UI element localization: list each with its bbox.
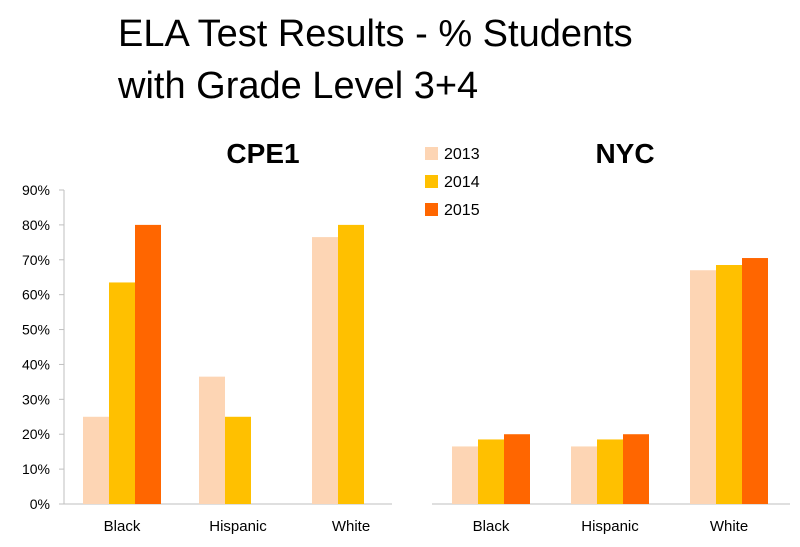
nyc-category-label-black: Black — [473, 518, 510, 535]
nyc-chart: Black Hispanic White — [432, 258, 790, 535]
cpe1-y-tick-label: 10% — [22, 461, 50, 477]
nyc-bar-black-2013 — [452, 446, 478, 504]
legend-label-2013: 2013 — [444, 146, 480, 163]
cpe1-chart: 0% 10% 20% 30% 40% 50% 60% 70% 80% 90% Black Hispan… — [22, 182, 392, 535]
cpe1-category-label-hispanic: Hispanic — [209, 518, 267, 535]
cpe1-category-label-white: White — [332, 518, 370, 535]
cpe1-bar-black-2015 — [135, 224, 161, 504]
cpe1-y-tick-label: 0% — [30, 496, 50, 512]
nyc-bar-hispanic-2013 — [571, 446, 597, 504]
legend: 2013 2014 2015 — [425, 146, 480, 219]
nyc-bar-white-2014 — [716, 265, 742, 504]
nyc-bar-black-2015 — [504, 434, 530, 504]
cpe1-y-tick-label: 20% — [22, 426, 50, 442]
cpe1-bar-black-2013 — [83, 416, 109, 504]
nyc-bar-white-2013 — [690, 270, 716, 504]
slide-title: ELA Test Results - % Students with Grade… — [118, 8, 778, 112]
nyc-category-label-hispanic: Hispanic — [581, 518, 639, 535]
cpe1-y-tick-label: 90% — [22, 182, 50, 198]
legend-swatch-2015 — [425, 203, 438, 216]
legend-label-2015: 2015 — [444, 202, 480, 219]
cpe1-bar-hispanic-2013 — [199, 376, 225, 504]
legend-swatch-2014 — [425, 175, 438, 188]
cpe1-y-tick-label: 50% — [22, 322, 50, 338]
slide-title-line-1: ELA Test Results - % Students — [118, 13, 633, 55]
cpe1-y-tick-label: 70% — [22, 252, 50, 268]
cpe1-bar-white-2014 — [338, 224, 364, 504]
cpe1-y-tick-label: 40% — [22, 356, 50, 372]
nyc-category-label-white: White — [710, 518, 748, 535]
legend-swatch-2013 — [425, 147, 438, 160]
slide-title-line-2: with Grade Level 3+4 — [118, 65, 479, 107]
cpe1-y-tick-label: 80% — [22, 217, 50, 233]
nyc-bar-hispanic-2014 — [597, 439, 623, 504]
cpe1-bar-black-2014 — [109, 282, 135, 504]
cpe1-category-label-black: Black — [104, 518, 141, 535]
cpe1-bar-white-2013 — [312, 237, 338, 504]
nyc-bar-hispanic-2015 — [623, 434, 649, 504]
cpe1-bar-hispanic-2014 — [225, 416, 251, 504]
chart-title-nyc: NYC — [595, 138, 654, 169]
chart-title-cpe1: CPE1 — [226, 138, 299, 169]
legend-label-2014: 2014 — [444, 174, 480, 191]
nyc-bar-black-2014 — [478, 439, 504, 504]
cpe1-y-tick-label: 60% — [22, 287, 50, 303]
cpe1-y-tick-label: 30% — [22, 391, 50, 407]
nyc-bar-white-2015 — [742, 258, 768, 504]
